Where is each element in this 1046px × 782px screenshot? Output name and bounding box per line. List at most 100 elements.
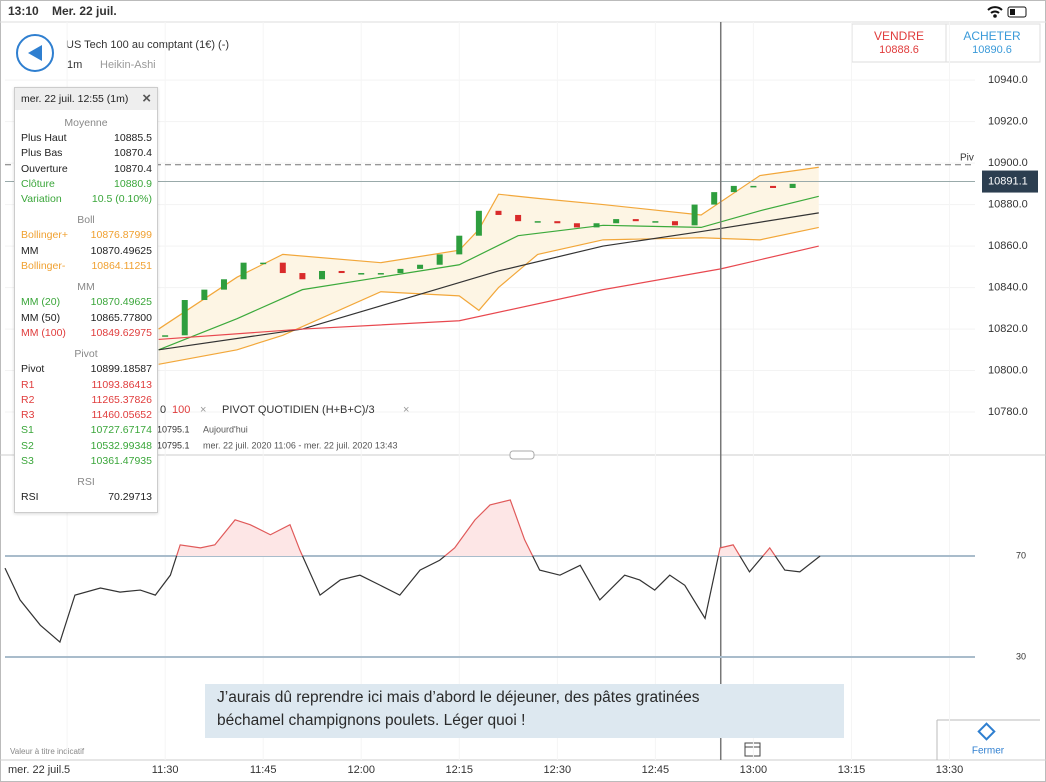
bollinger-upper xyxy=(158,166,819,330)
y-tick-label: 10800.0 xyxy=(988,364,1028,376)
close-label[interactable]: Fermer xyxy=(972,746,1005,757)
tooltip-row: R1 11093.86413 xyxy=(15,378,157,393)
moving-average xyxy=(158,195,819,351)
candle xyxy=(417,264,424,269)
y-tick-label: 10880.0 xyxy=(988,198,1028,210)
x-tick-label: 12:30 xyxy=(544,764,572,776)
tooltip-row: R2 11265.37826 xyxy=(15,393,157,408)
y-tick-label: 30 xyxy=(1016,651,1026,661)
row-value: 10899.18587 xyxy=(90,363,152,376)
tooltip-row: Clôture 10880.9 xyxy=(15,177,157,192)
y-tick-label: 10900.0 xyxy=(988,157,1028,169)
row-label: R1 xyxy=(21,378,35,391)
candle xyxy=(279,262,286,274)
candle xyxy=(691,204,698,226)
candle xyxy=(770,185,777,188)
tooltip-row: MM (50) 10865.77800 xyxy=(15,311,157,326)
interval[interactable]: 1m xyxy=(67,59,82,71)
rsi-fill xyxy=(5,499,821,556)
tooltip-row: MM (100) 10849.62975 xyxy=(15,326,157,341)
candle xyxy=(358,273,365,275)
candle xyxy=(260,262,267,265)
row-value: 10727.67174 xyxy=(90,424,152,437)
tooltip-section: Pivot xyxy=(74,348,98,361)
candle xyxy=(515,214,522,222)
candle xyxy=(730,185,737,193)
row-label: Plus Haut xyxy=(21,132,67,144)
row-label: R2 xyxy=(21,393,35,406)
row-value: 10864.11251 xyxy=(91,260,152,273)
back-button[interactable] xyxy=(16,34,54,72)
quote-box xyxy=(851,23,1041,63)
row-value: 10532.99348 xyxy=(90,439,152,452)
buy-price[interactable]: 10890.6 xyxy=(972,44,1012,56)
tooltip-row: RSI 70.29713 xyxy=(15,490,157,505)
row-label: R3 xyxy=(21,409,35,422)
candle xyxy=(299,273,306,280)
row-label: Clôture xyxy=(21,177,55,190)
tooltip-close[interactable]: × xyxy=(142,90,151,107)
chart-style[interactable]: Heikin-Ashi xyxy=(100,59,156,71)
tooltip: mer. 22 juil. 12:55 (1m) × Moyenne Plus Hau… xyxy=(14,87,158,513)
x-tick-label: 5 xyxy=(64,764,70,776)
remove-indicator: × xyxy=(200,404,206,416)
last-price-label: 10891.1 xyxy=(988,175,1028,187)
candle xyxy=(613,219,620,224)
row-label: Bollinger- xyxy=(21,260,66,273)
y-tick-label: 10840.0 xyxy=(988,281,1028,293)
tooltip-header: mer. 22 juil. 12:55 (1m) × xyxy=(15,88,157,110)
indicator-item: 100 xyxy=(172,404,190,416)
row-label: MM (20) xyxy=(21,296,61,309)
x-tick-label: 13:30 xyxy=(936,764,964,776)
row-value: 10870.4 xyxy=(114,147,152,160)
tooltip-row: S2 10532.99348 xyxy=(15,439,157,454)
candle xyxy=(377,273,384,275)
buy-label[interactable]: ACHETER xyxy=(963,29,1021,43)
row-label: Pivot xyxy=(21,363,45,376)
remove-indicator: × xyxy=(403,404,409,416)
overlay-value: 10795.1 xyxy=(157,424,190,434)
candle xyxy=(338,270,345,274)
candle xyxy=(162,335,169,337)
y-tick-label: 70 xyxy=(1016,550,1026,560)
tooltip-row: Pivot 10899.18587 xyxy=(15,362,157,377)
status-time: 13:10 xyxy=(8,4,39,18)
status-date: Mer. 22 juil. xyxy=(52,4,117,18)
tooltip-row: Bollinger+ 10876.87999 xyxy=(15,228,157,243)
calendar-icon[interactable] xyxy=(744,742,761,757)
x-tick-label: 11:45 xyxy=(250,764,277,776)
row-value: 10885.5 xyxy=(114,132,152,144)
panel-handle[interactable] xyxy=(509,450,535,460)
indicator-item: PIVOT QUOTIDIEN (H+B+C)/3 xyxy=(222,404,375,416)
tooltip-row: Plus Haut 10885.5 xyxy=(15,131,157,146)
row-label: Bollinger+ xyxy=(21,229,68,242)
row-value: 11265.37826 xyxy=(91,393,152,406)
row-label: S2 xyxy=(21,439,34,452)
candle xyxy=(201,289,208,301)
row-value: 10.5 (0.10%) xyxy=(91,193,152,206)
y-tick-label: 10920.0 xyxy=(988,115,1028,127)
row-label: S3 xyxy=(21,455,34,468)
row-value: 10361.47935 xyxy=(90,455,152,468)
row-label: Variation xyxy=(21,193,62,206)
x-tick-label: 12:45 xyxy=(642,764,670,776)
sell-price[interactable]: 10888.6 xyxy=(879,44,919,56)
row-value: 70.29713 xyxy=(108,491,152,504)
row-label: RSI xyxy=(21,491,39,504)
row-label: MM (50) xyxy=(21,311,61,324)
y-tick-label: 10860.0 xyxy=(988,240,1028,252)
candle xyxy=(652,221,659,223)
instrument: US Tech 100 au comptant (1€) (-) xyxy=(66,39,229,51)
row-value: 10870.4 xyxy=(114,162,152,175)
row-label: MM xyxy=(21,244,39,257)
candle xyxy=(181,300,188,336)
moving-average xyxy=(158,245,819,341)
close-button[interactable] xyxy=(936,719,1040,760)
row-label: Plus Bas xyxy=(21,147,63,160)
y-tick-label: 10820.0 xyxy=(988,323,1028,335)
bollinger-fill xyxy=(158,167,819,365)
candle xyxy=(534,221,541,223)
sell-label[interactable]: VENDRE xyxy=(874,29,924,43)
tooltip-section: RSI xyxy=(77,476,95,489)
tooltip-row: Bollinger- 10864.11251 xyxy=(15,259,157,274)
